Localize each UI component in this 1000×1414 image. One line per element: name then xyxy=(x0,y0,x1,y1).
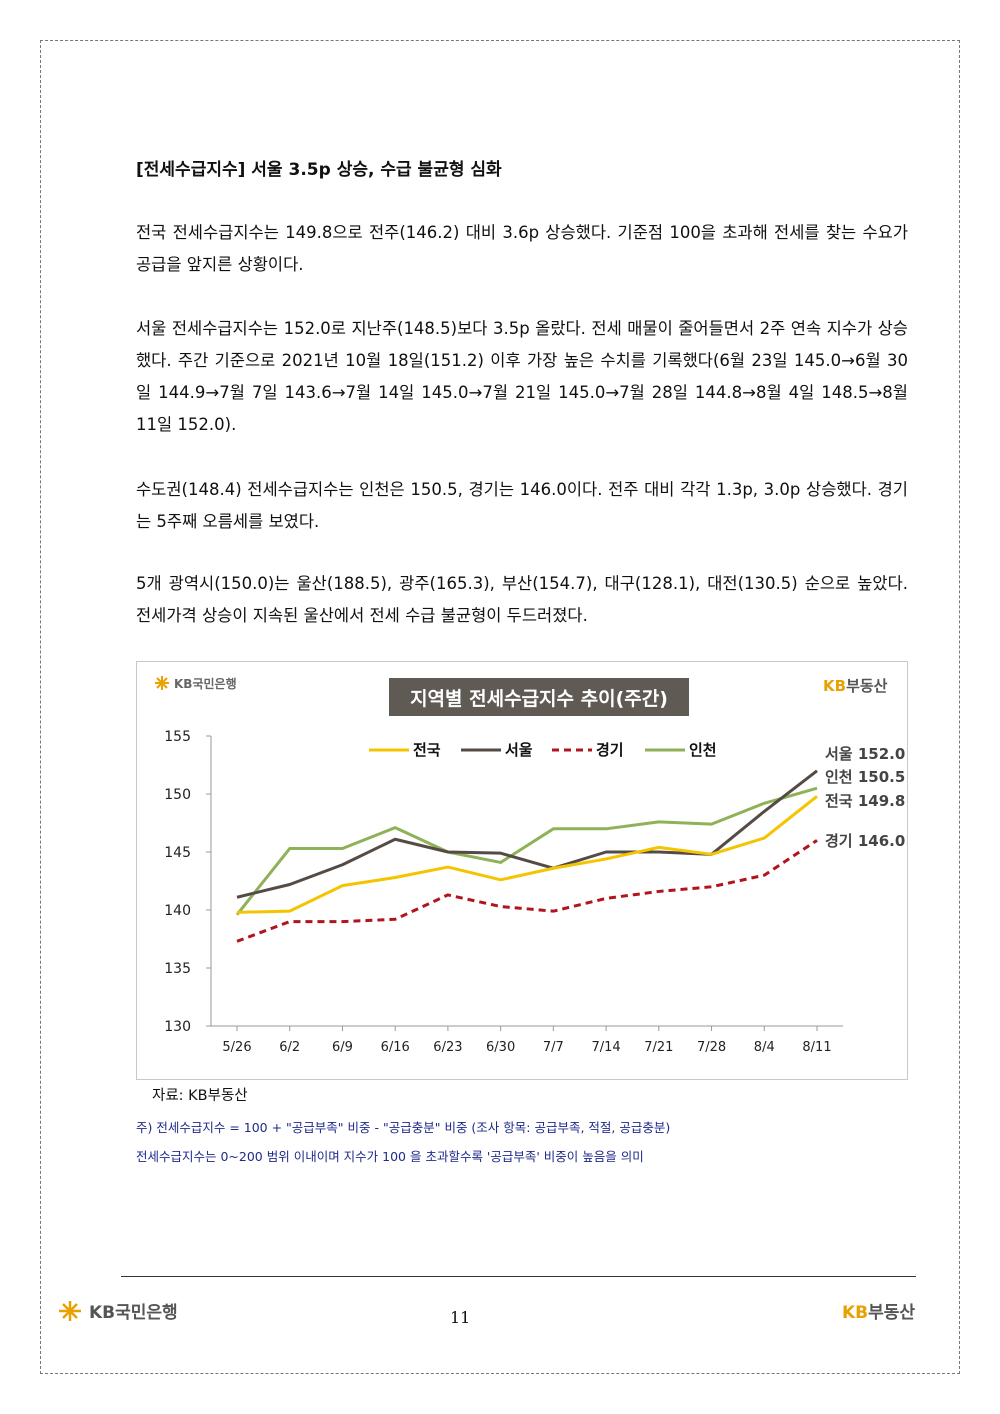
end-label: 경기 146.0 xyxy=(825,832,905,850)
chart-logo-right-rest: 부동산 xyxy=(846,677,888,695)
legend-label: 전국 xyxy=(413,741,441,759)
chart-logo-left-text: KB국민은행 xyxy=(174,676,237,691)
chart-axes: 130 135 140 145 150 155 5/26 6/2 6/9 6/16 6/23 6/30… xyxy=(164,729,843,1055)
series-line-경기 xyxy=(236,839,818,943)
legend-label: 인천 xyxy=(689,741,717,759)
x-tick-label: 6/16 xyxy=(381,1040,410,1055)
paragraph-seoul: 서울 전세수급지수는 152.0로 지난주(148.5)보다 3.5p 올랐다.… xyxy=(136,319,908,434)
page-frame xyxy=(40,40,960,1374)
paragraph-metro-cities: 5개 광역시(150.0)는 울산(188.5), 광주(165.3), 부산(… xyxy=(136,574,908,625)
chart-end-labels: 서울 152.0 인천 150.5 전국 149.8 경기 146.0 xyxy=(825,745,905,850)
y-tick-label: 130 xyxy=(164,1019,191,1035)
source-note: 자료: KB부동산 xyxy=(152,1088,248,1104)
chart-title: 지역별 전세수급지수 추이(주간) xyxy=(410,688,668,710)
y-tick-label: 155 xyxy=(164,729,191,745)
chart-logo-right-kb: KB xyxy=(823,677,846,695)
series-line-인천 xyxy=(235,786,818,916)
kb-star-icon xyxy=(155,676,169,690)
x-tick-label: 7/21 xyxy=(644,1040,673,1055)
y-tick-label: 140 xyxy=(164,903,191,919)
footer-logo-rest: 부동산 xyxy=(868,1303,916,1323)
legend-label: 서울 xyxy=(505,741,533,759)
chart-logo-left: KB국민은행 xyxy=(155,676,237,691)
x-tick-label: 8/4 xyxy=(754,1040,775,1055)
footer-logo-kb: KB xyxy=(842,1303,869,1323)
x-tick-label: 6/9 xyxy=(332,1040,353,1055)
legend-label: 경기 xyxy=(596,741,624,759)
footer-divider xyxy=(121,1276,916,1277)
x-tick-label: 7/14 xyxy=(591,1040,620,1055)
series-line-서울 xyxy=(236,769,818,899)
series-line-전국 xyxy=(236,795,818,914)
y-tick-label: 135 xyxy=(164,961,191,977)
x-tick-label: 7/28 xyxy=(697,1040,726,1055)
x-tick-label: 7/7 xyxy=(543,1040,564,1055)
chart-legend: 전국 서울 경기 인천 xyxy=(369,741,717,759)
kb-star-icon xyxy=(59,1300,81,1321)
x-tick-label: 6/30 xyxy=(486,1040,515,1055)
x-tick-label: 6/23 xyxy=(433,1040,462,1055)
x-tick-label: 5/26 xyxy=(222,1040,251,1055)
page-number: 11 xyxy=(450,1308,471,1327)
y-tick-label: 145 xyxy=(164,845,191,861)
end-label: 서울 152.0 xyxy=(825,745,905,763)
footnote-formula: 주) 전세수급지수 = 100 + "공급부족" 비중 - "공급충분" 비중 … xyxy=(136,1120,671,1135)
paragraph-capital-area: 수도권(148.4) 전세수급지수는 인천은 150.5, 경기는 146.0이… xyxy=(136,480,908,531)
footer-logo-kb-bank: KB국민은행 xyxy=(55,1298,178,1323)
section-title: [전세수급지수] 서울 3.5p 상승, 수급 불균형 심화 xyxy=(136,160,502,180)
paragraph-national: 전국 전세수급지수는 149.8으로 전주(146.2) 대비 3.6p 상승했… xyxy=(136,223,908,274)
chart-title-box xyxy=(389,678,689,716)
end-label: 인천 150.5 xyxy=(825,768,905,786)
x-tick-label: 8/11 xyxy=(802,1040,831,1055)
x-tick-label: 6/2 xyxy=(279,1040,300,1055)
chart-series xyxy=(235,769,818,943)
footer-logo-left-text: KB국민은행 xyxy=(89,1303,178,1323)
chart-logo-right: KB부동산 xyxy=(823,677,888,695)
end-label: 전국 149.8 xyxy=(825,792,905,810)
footnote-range: 전세수급지수는 0~200 범위 이내이며 지수가 100 을 초과할수록 '공… xyxy=(136,1149,644,1164)
footer-logo-kb-realestate: KB부동산 xyxy=(842,1298,915,1323)
y-tick-label: 150 xyxy=(164,787,191,803)
